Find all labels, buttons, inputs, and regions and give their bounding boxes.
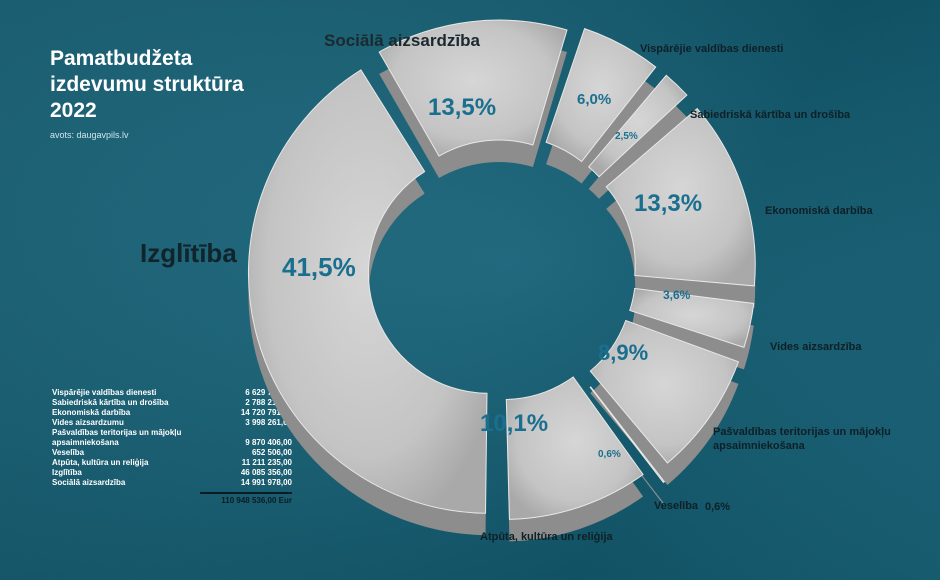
slice-general-services: [545, 27, 657, 163]
table-row-label: Sociālā aizsardzība: [52, 478, 126, 487]
table-row-label: Vides aizsardzumu: [52, 418, 124, 427]
table-row-value: 6 629 788,00: [245, 388, 292, 397]
category-label-economy: Ekonomiskā darbība: [765, 205, 873, 217]
percent-label-environment: 3,6%: [663, 288, 691, 302]
percent-label-economy: 13,3%: [634, 190, 703, 217]
table-row-value: 3 998 261,00: [245, 418, 292, 427]
total-rule: [200, 492, 292, 494]
percent-label-social: 13,5%: [428, 94, 497, 121]
table-row-label: Izglītība: [52, 468, 82, 477]
slice-housing: [589, 319, 740, 464]
category-label-environment: Vides aizsardzība: [770, 341, 862, 353]
slice-public-order: [587, 74, 688, 178]
table-row-label: Veselība: [52, 448, 85, 457]
slice-environment: [629, 287, 755, 349]
percent-label-public-order: 2,5%: [615, 131, 638, 142]
table-row: Veselība 652 506,00: [52, 448, 292, 458]
category-label-general-services: Vispārējie valdības dienesti: [640, 43, 784, 55]
category-label-health: Veselība: [654, 500, 699, 512]
table-row-value: 11 211 235,00: [241, 458, 292, 467]
table-row: Izglītība 46 085 356,00: [52, 468, 292, 478]
percent-label-housing: 8,9%: [598, 340, 649, 365]
percent-label-health: 0,6%: [598, 449, 621, 460]
category-label-housing: Pašvaldības teritorijas un mājokļu apsai…: [713, 426, 891, 452]
category-label-recreation: Atpūta, kultūra un reliģija: [480, 531, 613, 543]
table-row: Vides aizsardzumu 3 998 261,00: [52, 418, 292, 428]
table-row-label: Atpūta, kultūra un reliģija: [52, 458, 149, 467]
table-total: 110 948 536,00 Eur: [221, 496, 292, 505]
slice-recreation: [505, 376, 644, 520]
percent-label-education: 41,5%: [282, 252, 356, 282]
slice-education: [247, 69, 488, 514]
table-row-label: Ekonomiskā darbība: [52, 408, 131, 417]
table-row-label: Pašvaldības teritorijas un mājokļu apsai…: [52, 428, 182, 447]
table-row-label: Sabiedriskā kārtība un drošība: [52, 398, 169, 407]
table-row: Vispārējie valdības dienesti 6 629 788,0…: [52, 388, 292, 398]
table-row-label: Vispārējie valdības dienesti: [52, 388, 157, 397]
table-row: Atpūta, kultūra un reliģija 11 211 235,0…: [52, 458, 292, 468]
table-row-value: 14 720 791,00: [240, 408, 292, 417]
page-title: Pamatbudžeta izdevumu struktūra 2022: [50, 47, 244, 122]
table-row: Sabiedriskā kārtība un drošība 2 788 215…: [52, 398, 292, 408]
category-label-public-order: Sabiedriskā kārtība un drošība: [690, 109, 851, 121]
table-row-value: 9 870 406,00: [245, 438, 292, 447]
table-row-value: 14 991 978,00: [240, 478, 292, 487]
table-row: Pašvaldības teritorijas un mājokļu apsai…: [52, 428, 292, 448]
category-label-education: Izglītība: [140, 238, 237, 268]
table-row-value: 2 788 215,00: [245, 398, 292, 407]
category-label-social: Sociālā aizsardzība: [324, 31, 480, 50]
table-row: Ekonomiskā darbība 14 720 791,00: [52, 408, 292, 418]
table-row: Sociālā aizsardzība 14 991 978,00: [52, 478, 292, 488]
percent-label-recreation: 10,1%: [480, 410, 549, 437]
slice-side-public-order: [588, 97, 687, 199]
table-row-value: 652 506,00: [251, 448, 292, 457]
percent-label-general-services: 6,0%: [577, 91, 612, 108]
slice-social: [378, 19, 568, 157]
slice-economy: [605, 107, 756, 287]
health-outside-percent: 0,6%: [705, 501, 731, 513]
budget-table: Vispārējie valdības dienesti 6 629 788,0…: [52, 388, 292, 505]
slice-health: [589, 386, 666, 484]
table-row-value: 46 085 356,00: [240, 468, 292, 477]
source-note: avots: daugavpils.lv: [50, 130, 129, 140]
